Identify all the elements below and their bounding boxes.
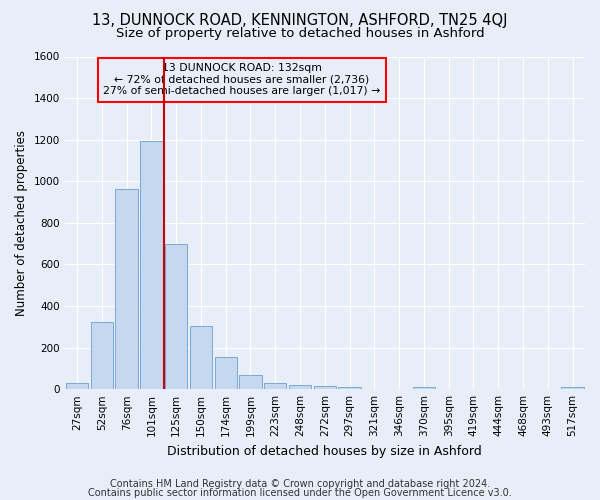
Bar <box>264 383 286 389</box>
Y-axis label: Number of detached properties: Number of detached properties <box>15 130 28 316</box>
Bar <box>140 140 163 389</box>
Bar <box>115 188 138 389</box>
Bar <box>66 383 88 389</box>
Bar <box>215 357 237 389</box>
Bar <box>91 322 113 389</box>
Bar <box>289 385 311 389</box>
Text: Contains HM Land Registry data © Crown copyright and database right 2024.: Contains HM Land Registry data © Crown c… <box>110 479 490 489</box>
Bar <box>190 326 212 389</box>
Bar <box>413 386 435 389</box>
Bar <box>562 386 584 389</box>
X-axis label: Distribution of detached houses by size in Ashford: Distribution of detached houses by size … <box>167 444 482 458</box>
Text: 13, DUNNOCK ROAD, KENNINGTON, ASHFORD, TN25 4QJ: 13, DUNNOCK ROAD, KENNINGTON, ASHFORD, T… <box>92 12 508 28</box>
Bar <box>338 387 361 389</box>
Text: Contains public sector information licensed under the Open Government Licence v3: Contains public sector information licen… <box>88 488 512 498</box>
Text: 13 DUNNOCK ROAD: 132sqm
← 72% of detached houses are smaller (2,736)
27% of semi: 13 DUNNOCK ROAD: 132sqm ← 72% of detache… <box>103 63 380 96</box>
Bar <box>239 374 262 389</box>
Text: Size of property relative to detached houses in Ashford: Size of property relative to detached ho… <box>116 28 484 40</box>
Bar <box>165 244 187 389</box>
Bar <box>314 386 336 389</box>
